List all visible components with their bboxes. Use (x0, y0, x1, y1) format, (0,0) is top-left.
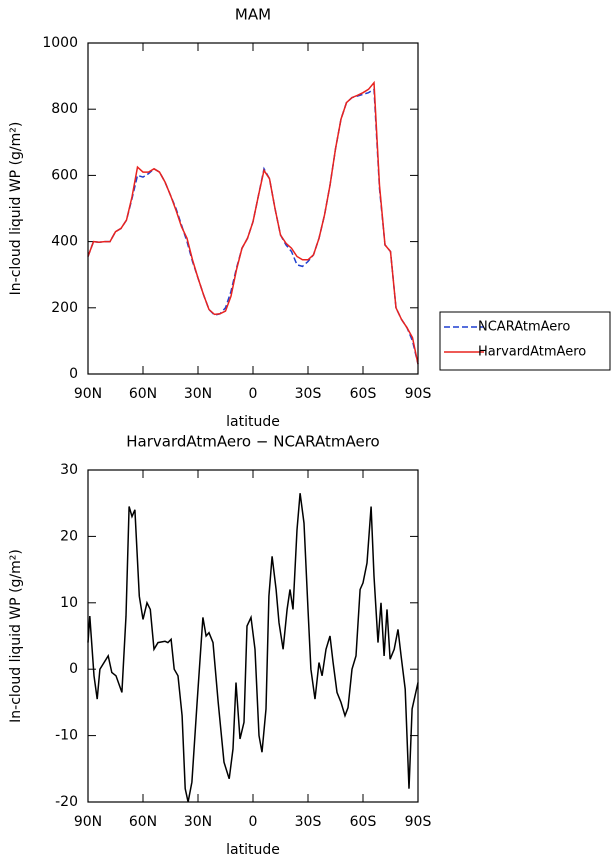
y-tick-label: 10 (60, 595, 78, 611)
x-tick-label: 60N (129, 814, 157, 830)
chart-title: HarvardAtmAero − NCARAtmAero (126, 433, 379, 451)
y-tick-label: 600 (51, 167, 78, 183)
legend-label: NCARAtmAero (478, 320, 570, 335)
chart-title: MAM (235, 6, 271, 24)
x-tick-label: 60S (350, 386, 377, 402)
x-tick-label: 60S (350, 814, 377, 830)
plot-frame (87, 469, 419, 803)
y-tick-label: 200 (51, 300, 78, 316)
data-line (87, 80, 419, 365)
x-axis-label: latitude (226, 842, 280, 858)
x-tick-label: 30N (184, 814, 212, 830)
y-tick-label: 800 (51, 101, 78, 117)
x-tick-label: 30S (295, 814, 322, 830)
y-axis-label: In-cloud liquid WP (g/m²) (8, 549, 24, 723)
x-tick-label: 90N (74, 814, 102, 830)
legend-label: HarvardAtmAero (478, 345, 586, 360)
plot-frame (87, 42, 419, 375)
data-line (87, 87, 419, 365)
y-tick-label: 1000 (42, 35, 78, 51)
y-tick-label: -10 (55, 728, 78, 744)
x-tick-label: 90S (405, 386, 432, 402)
y-tick-label: 30 (60, 462, 78, 478)
data-line (87, 493, 419, 803)
y-axis-label: In-cloud liquid WP (g/m²) (8, 122, 24, 296)
x-tick-label: 30N (184, 386, 212, 402)
y-tick-label: -20 (55, 794, 78, 810)
x-tick-label: 90S (405, 814, 432, 830)
x-tick-label: 30S (295, 386, 322, 402)
x-tick-label: 60N (129, 386, 157, 402)
x-tick-label: 0 (249, 814, 258, 830)
y-tick-label: 20 (60, 528, 78, 544)
x-axis-label: latitude (226, 414, 280, 430)
x-tick-label: 90N (74, 386, 102, 402)
x-tick-label: 0 (249, 386, 258, 402)
legend-box (439, 311, 611, 371)
y-tick-label: 0 (69, 661, 78, 677)
y-tick-label: 400 (51, 234, 78, 250)
y-tick-label: 0 (69, 366, 78, 382)
